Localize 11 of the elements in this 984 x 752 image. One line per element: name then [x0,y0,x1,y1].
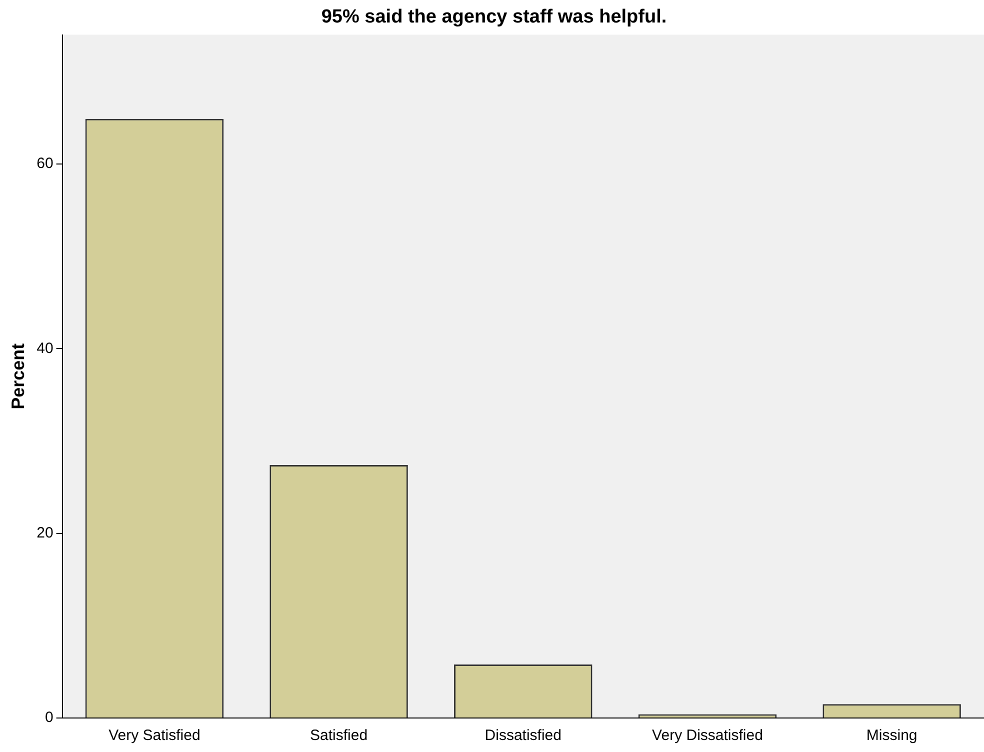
chart-title: 95% said the agency staff was helpful. [321,6,667,28]
x-tick-label: Missing [866,727,918,744]
y-tick-label: 20 [36,524,54,542]
x-tick-label: Satisfied [310,727,368,744]
y-tick-label: 60 [36,155,54,172]
x-tick-label: Very Dissatisfied [652,727,763,744]
x-tick-label: Dissatisfied [484,727,562,744]
y-tick-label: 40 [36,340,54,357]
x-tick-label: Very Satisfied [108,727,200,744]
y-axis-title: Percent [8,343,28,410]
y-tick-label: 0 [44,709,54,726]
